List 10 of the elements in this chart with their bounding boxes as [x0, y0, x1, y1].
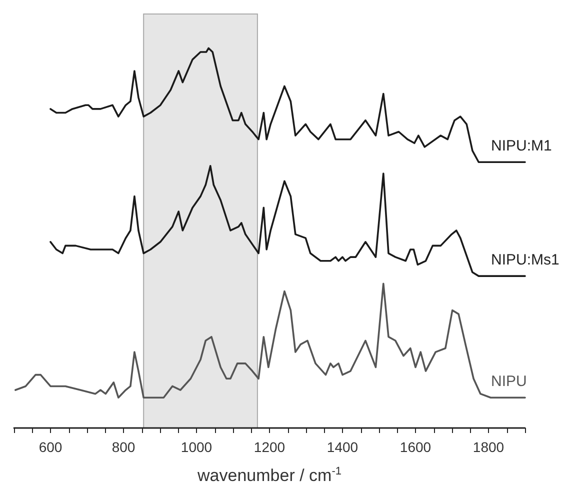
- x-tick-label: 1800: [472, 439, 504, 455]
- x-tick-label: 1200: [254, 439, 286, 455]
- x-tick-label: 1000: [180, 439, 212, 455]
- x-tick-label: 600: [38, 439, 62, 455]
- x-tick-label: 1600: [400, 439, 432, 455]
- x-tick-label: 1400: [326, 439, 358, 455]
- series-label: NIPU:M1: [491, 138, 552, 155]
- series-label: NIPU: [491, 373, 527, 390]
- series-label: NIPU:Ms1: [491, 252, 560, 269]
- x-tick-label: 800: [112, 439, 136, 455]
